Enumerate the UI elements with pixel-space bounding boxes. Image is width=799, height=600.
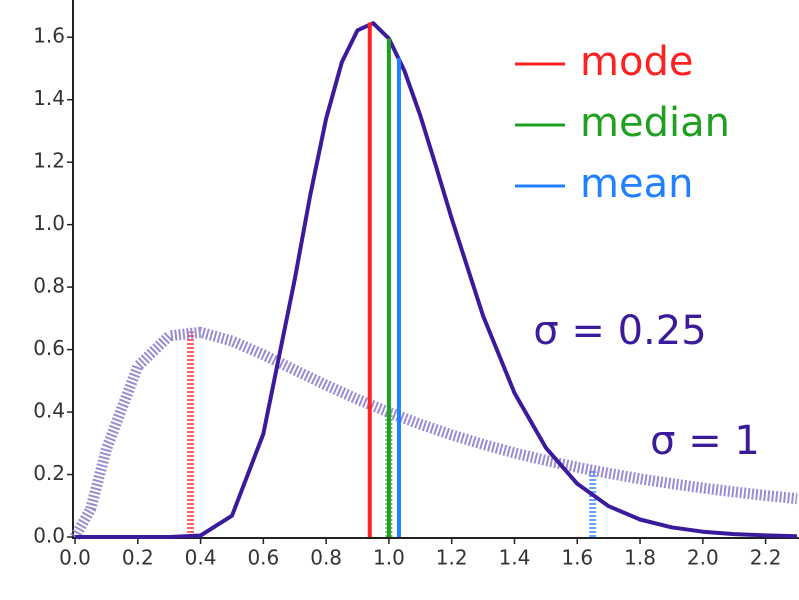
x-tick-label: 0.0 [59, 546, 91, 570]
x-tick-label: 0.4 [185, 546, 217, 570]
series-line [75, 21, 798, 539]
legend-label: mean [580, 161, 693, 207]
x-tick-label: 0.8 [310, 546, 342, 570]
y-tick-label: 0.4 [33, 399, 65, 423]
x-tick-label: 1.4 [499, 546, 531, 570]
y-tick-label: 0.6 [33, 336, 65, 360]
x-tick-label: 0.6 [247, 546, 279, 570]
x-tick-label: 1.2 [436, 546, 468, 570]
y-tick-label: 1.2 [33, 149, 65, 173]
x-tick-label: 0.2 [122, 546, 154, 570]
legend-label: mode [580, 39, 693, 85]
y-tick-label: 1.0 [33, 211, 65, 235]
series-label: σ = 0.25 [533, 308, 706, 354]
y-tick-label: 1.4 [33, 86, 65, 110]
series-line [70, 326, 798, 540]
x-tick-label: 2.2 [750, 546, 782, 570]
y-tick-label: 0.8 [33, 274, 65, 298]
x-tick-label: 1.6 [561, 546, 593, 570]
y-tick-label: 0.0 [33, 524, 65, 548]
y-tick-label: 0.2 [33, 461, 65, 485]
legend-label: median [580, 100, 730, 146]
x-tick-label: 2.0 [687, 546, 719, 570]
x-tick-label: 1.8 [624, 546, 656, 570]
y-tick-label: 1.6 [33, 24, 65, 48]
series-label: σ = 1 [650, 418, 760, 464]
x-tick-label: 1.0 [373, 546, 405, 570]
